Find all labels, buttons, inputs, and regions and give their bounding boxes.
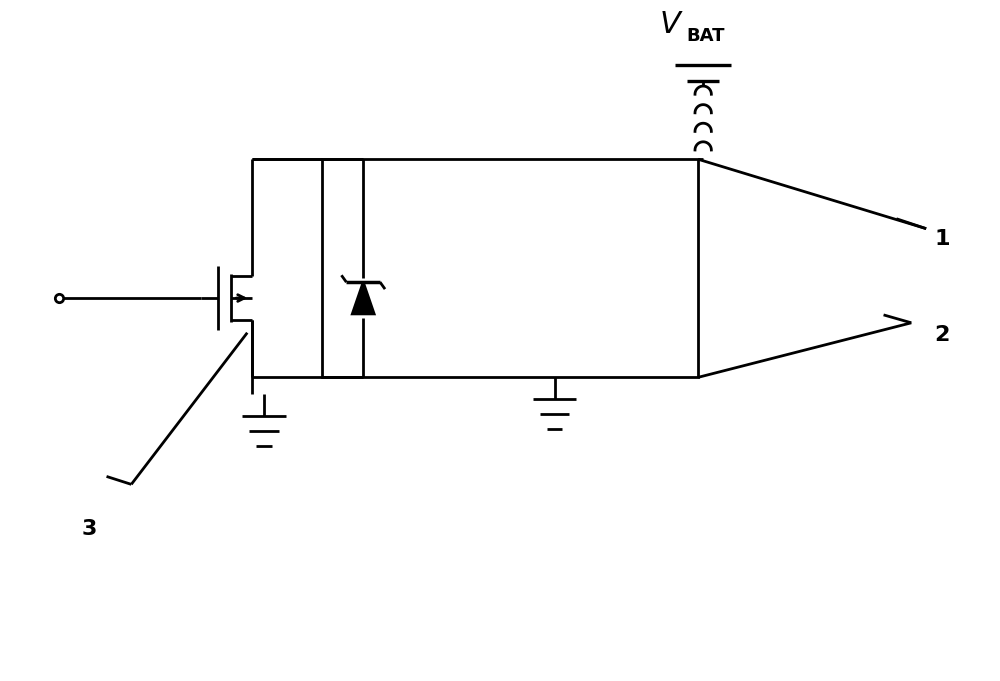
Text: 1: 1 — [934, 229, 950, 249]
Text: $\mathit{V}$: $\mathit{V}$ — [659, 10, 683, 40]
Polygon shape — [352, 282, 374, 314]
Bar — [322, 159, 698, 377]
Text: 3: 3 — [82, 519, 97, 539]
Text: 2: 2 — [934, 325, 949, 345]
Text: BAT: BAT — [686, 27, 725, 46]
